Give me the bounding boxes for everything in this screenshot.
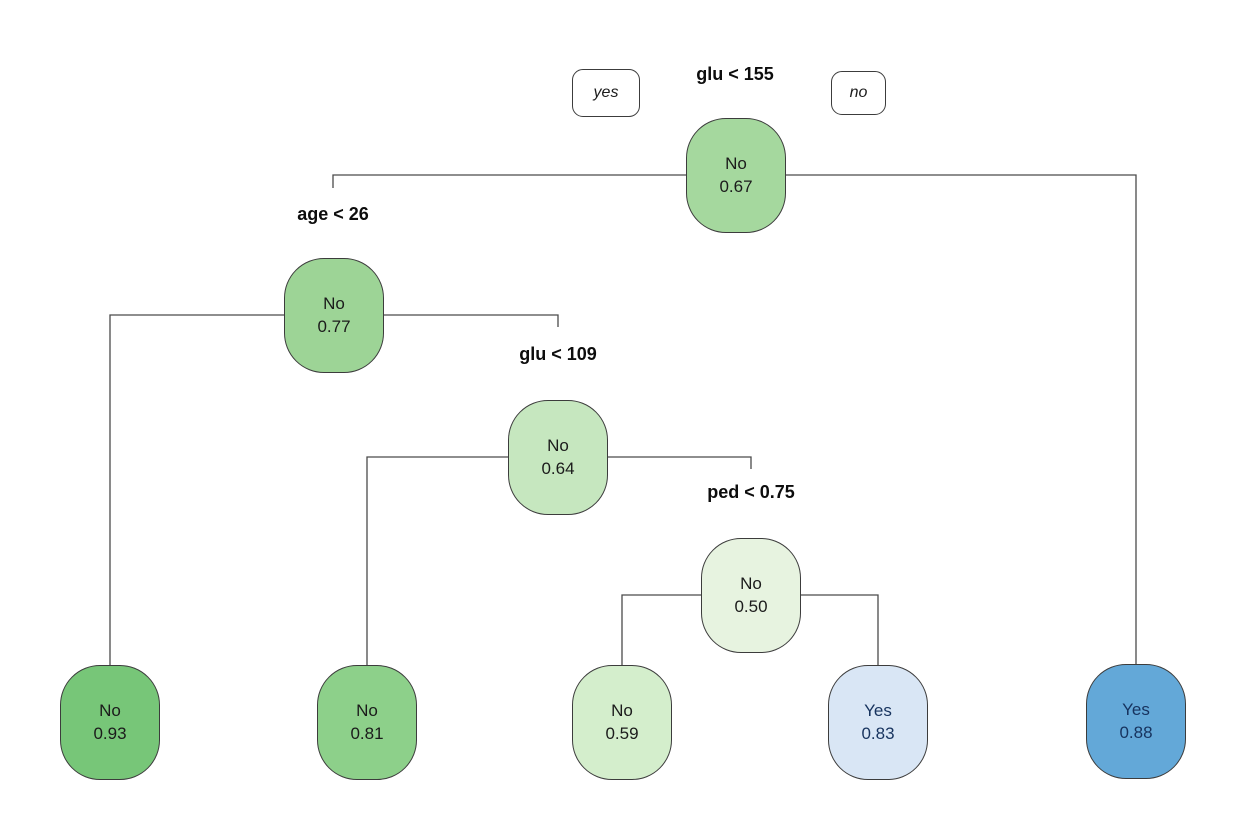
edge-ped-to-leaf3 <box>621 594 701 666</box>
node-class-label: No <box>323 293 345 313</box>
node-probability: 0.81 <box>350 724 384 743</box>
node-probability: 0.93 <box>93 724 127 743</box>
node-class-label: Yes <box>864 700 892 720</box>
leaf-node-yes-088: Yes 0.88 <box>1086 664 1186 779</box>
node-probability: 0.50 <box>734 597 768 616</box>
leaf-node-yes-083: Yes 0.83 <box>828 665 928 780</box>
split-label-glu-155: glu < 155 <box>696 64 774 84</box>
decision-node-age-26: No 0.77 <box>284 258 384 373</box>
split-label-glu-109: glu < 109 <box>519 344 597 364</box>
node-class-label: No <box>547 435 569 455</box>
node-probability: 0.88 <box>1119 723 1153 742</box>
leaf-node-no-059: No 0.59 <box>572 665 672 780</box>
branch-label-no: no <box>831 71 886 115</box>
node-probability: 0.64 <box>541 459 575 478</box>
edge-glu109-to-leaf2 <box>366 456 508 666</box>
edge-glu109-to-ped <box>608 456 752 469</box>
node-class-label: No <box>725 153 747 173</box>
leaf-node-no-081: No 0.81 <box>317 665 417 780</box>
decision-node-ped-075: No 0.50 <box>701 538 801 653</box>
split-label-age-26: age < 26 <box>297 204 369 224</box>
node-class-label: No <box>356 700 378 720</box>
leaf-node-no-093: No 0.93 <box>60 665 160 780</box>
node-probability: 0.77 <box>317 317 351 336</box>
node-class-label: No <box>740 573 762 593</box>
node-probability: 0.59 <box>605 724 639 743</box>
node-probability: 0.83 <box>861 724 895 743</box>
node-class-label: No <box>99 700 121 720</box>
node-class-label: No <box>611 700 633 720</box>
edge-root-to-age <box>332 174 686 188</box>
node-probability: 0.67 <box>719 177 753 196</box>
edge-age-to-leaf1 <box>109 314 284 666</box>
edge-root-to-leaf5 <box>786 174 1137 666</box>
edge-age-to-glu109 <box>384 314 559 327</box>
decision-node-glu-109: No 0.64 <box>508 400 608 515</box>
split-label-ped-075: ped < 0.75 <box>707 482 795 502</box>
branch-label-yes: yes <box>572 69 640 117</box>
node-class-label: Yes <box>1122 699 1150 719</box>
decision-node-glu-155: No 0.67 <box>686 118 786 233</box>
edge-ped-to-leaf4 <box>801 594 879 666</box>
